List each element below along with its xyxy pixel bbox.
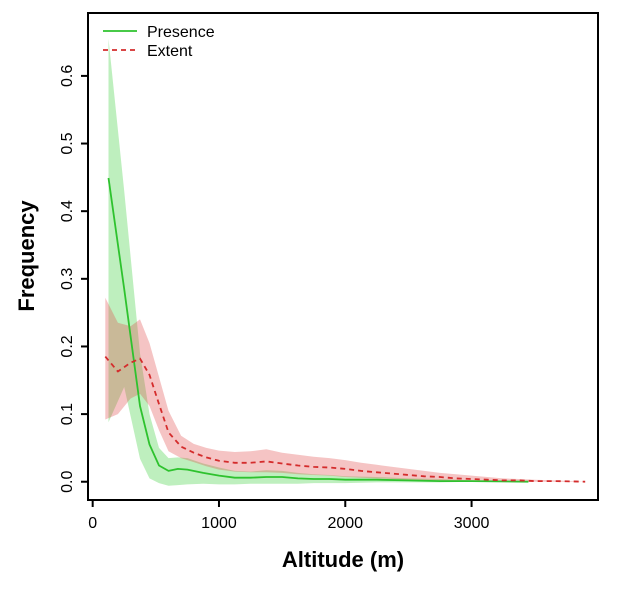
- y-tick-label: 0.2: [59, 335, 76, 357]
- extent-line: [104, 356, 586, 483]
- y-tick-label: 0.6: [59, 65, 76, 87]
- y-tick-label: 0.5: [59, 132, 76, 154]
- x-tick-label: 0: [88, 515, 97, 532]
- axis-ticks: 0 1000 2000 3000 0.0 0.1 0.2 0.3 0.4 0.5 0.6: [59, 65, 489, 532]
- plot-border: [87, 12, 599, 501]
- presence-confidence-band: [108, 38, 529, 486]
- extent-confidence-band: [105, 297, 586, 482]
- y-tick-label: 0.0: [59, 471, 76, 493]
- legend-presence-label: Presence: [147, 24, 215, 41]
- x-tick-label: 2000: [327, 515, 363, 532]
- x-tick-label: 1000: [201, 515, 237, 532]
- presence-line: [107, 177, 529, 483]
- y-axis-title: Frequency: [14, 200, 39, 312]
- confidence-bands: [105, 38, 586, 486]
- legend-extent-label: Extent: [147, 43, 193, 60]
- y-tick-label: 0.1: [59, 403, 76, 425]
- legend: Presence Extent: [103, 24, 215, 60]
- x-tick-label: 3000: [454, 515, 490, 532]
- y-tick-label: 0.3: [59, 268, 76, 290]
- series-lines: [104, 177, 586, 483]
- y-tick-label: 0.4: [59, 200, 76, 222]
- x-axis-title: Altitude (m): [282, 547, 404, 572]
